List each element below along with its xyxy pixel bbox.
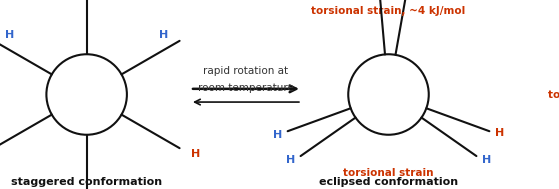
Text: staggered conformation: staggered conformation: [11, 177, 162, 187]
Text: H: H: [482, 155, 491, 165]
Text: room temperature: room temperature: [198, 83, 294, 93]
Text: eclipsed conformation: eclipsed conformation: [319, 177, 458, 187]
Text: rapid rotation at: rapid rotation at: [203, 66, 288, 76]
Text: H: H: [495, 128, 504, 138]
Text: H: H: [191, 149, 200, 159]
Text: H: H: [286, 155, 295, 165]
Text: H: H: [5, 30, 14, 40]
Text: H: H: [273, 130, 282, 140]
Text: torsional strain: torsional strain: [343, 168, 434, 178]
Text: torsional strain, ~4 kJ/mol: torsional strain, ~4 kJ/mol: [311, 6, 466, 16]
Text: torsional strain: torsional strain: [548, 90, 559, 99]
Text: H: H: [159, 30, 168, 40]
